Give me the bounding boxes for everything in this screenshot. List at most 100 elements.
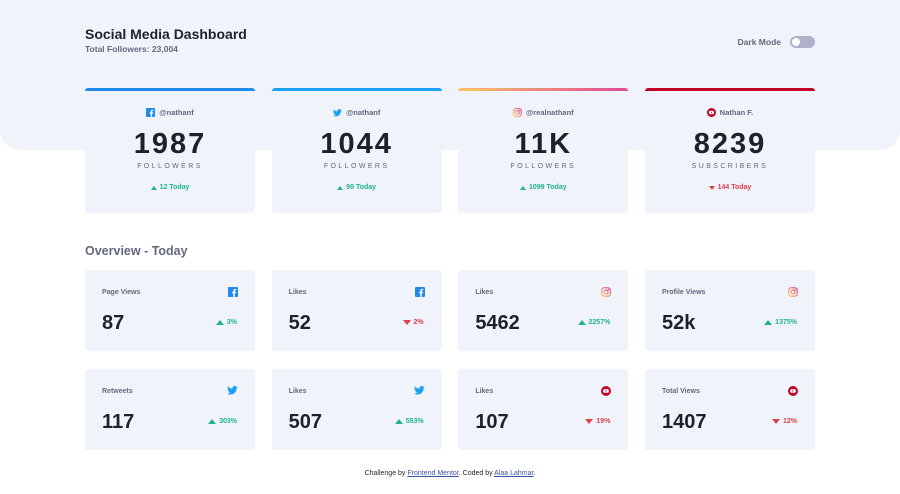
card-facebook[interactable]: @nathanf 1987 FOLLOWERS 12 Today (85, 88, 255, 213)
overview-card[interactable]: Likes 107 19% (458, 369, 629, 450)
overview-card[interactable]: Likes 507 553% (271, 369, 442, 450)
card-label: FOLLOWERS (323, 163, 390, 170)
card-accent-bar (271, 88, 442, 91)
switch-knob (792, 38, 800, 46)
arrow-down-icon (708, 185, 715, 190)
overview-change-text: 2257% (588, 319, 611, 326)
card-username: @nathanf (345, 108, 381, 117)
card-user: @realnathanf (458, 108, 628, 117)
overview-change: 3% (215, 319, 237, 326)
arrow-up-icon (577, 320, 586, 325)
overview-value: 52 (288, 312, 311, 334)
card-count: 1987 (133, 128, 207, 160)
overview-title: Overview - Today (85, 244, 188, 258)
arrow-up-icon (520, 185, 526, 190)
card-change: 1099 Today (458, 184, 628, 191)
card-instagram[interactable]: @realnathanf 11K FOLLOWERS 1099 Today (458, 88, 629, 213)
page-title: Social Media Dashboard (85, 26, 247, 42)
footer-middle: . Coded by (458, 470, 495, 477)
footer-prefix: Challenge by (364, 470, 408, 477)
overview-change-text: 3% (226, 319, 237, 326)
card-label: FOLLOWERS (137, 163, 203, 170)
facebook-icon (414, 287, 425, 297)
arrow-up-icon (208, 419, 217, 424)
overview-label: Retweets (102, 388, 133, 395)
card-label: FOLLOWERS (510, 163, 577, 170)
arrow-down-icon (402, 320, 411, 325)
arrow-down-icon (771, 419, 780, 424)
card-accent-bar (85, 88, 255, 91)
footer: Challenge by Frontend Mentor. Coded by A… (0, 470, 900, 477)
overview-label: Page Views (102, 289, 141, 296)
footer-suffix: . (533, 470, 536, 477)
card-label: SUBSCRIBERS (691, 163, 769, 170)
youtube-icon (601, 386, 612, 396)
card-user: Nathan F. (645, 108, 815, 117)
overview-grid: Page Views 87 3% Likes 52 2% Likes 5462 … (85, 270, 815, 450)
overview-card[interactable]: Likes 52 2% (271, 270, 442, 351)
card-youtube[interactable]: Nathan F. 8239 SUBSCRIBERS 144 Today (644, 88, 815, 213)
overview-change-text: 19% (596, 418, 611, 425)
overview-label: Total Views (661, 388, 700, 395)
card-count: 8239 (693, 128, 767, 160)
twitter-icon (227, 386, 238, 395)
twitter-icon (413, 386, 425, 395)
overview-card[interactable]: Retweets 117 303% (85, 369, 255, 450)
overview-label: Likes (475, 388, 494, 395)
arrow-up-icon (337, 185, 344, 190)
overview-change: 12% (771, 418, 797, 425)
card-accent-bar (458, 88, 629, 91)
card-user: @nathanf (85, 108, 255, 117)
dark-mode-toggle-group: Dark Mode (738, 36, 815, 48)
dark-mode-label: Dark Mode (737, 37, 781, 47)
youtube-icon (787, 386, 798, 396)
card-count: 1044 (320, 128, 393, 160)
dark-mode-switch[interactable] (790, 36, 815, 48)
card-change-text: 99 Today (346, 184, 377, 191)
total-followers: Total Followers: 23,004 (85, 44, 178, 54)
arrow-up-icon (764, 320, 773, 325)
card-change-text: 144 Today (717, 184, 752, 191)
card-change-text: 1099 Today (529, 184, 567, 191)
card-twitter[interactable]: @nathanf 1044 FOLLOWERS 99 Today (271, 88, 442, 213)
overview-change: 1375% (764, 319, 797, 326)
overview-value: 107 (475, 411, 509, 433)
overview-value: 507 (288, 411, 323, 433)
card-change-text: 12 Today (159, 184, 190, 191)
card-accent-bar (644, 88, 815, 91)
twitter-icon (332, 108, 342, 117)
page-header: Social Media Dashboard Total Followers: … (85, 26, 815, 66)
overview-card[interactable]: Likes 5462 2257% (458, 270, 629, 351)
frontend-mentor-link[interactable]: Frontend Mentor (407, 470, 459, 477)
overview-card[interactable]: Total Views 1407 12% (644, 369, 815, 450)
overview-label: Likes (288, 289, 307, 296)
card-username: @nathanf (159, 108, 194, 117)
facebook-icon (146, 108, 156, 117)
overview-value: 117 (102, 411, 135, 433)
arrow-up-icon (215, 320, 224, 325)
overview-change-text: 12% (782, 418, 797, 425)
overview-change-text: 303% (219, 418, 237, 425)
overview-change: 2% (402, 319, 424, 326)
overview-change: 2257% (577, 319, 611, 326)
arrow-up-icon (394, 419, 403, 424)
overview-card[interactable]: Profile Views 52k 1375% (644, 270, 815, 351)
instagram-icon (788, 287, 798, 297)
facebook-icon (228, 287, 238, 297)
instagram-icon (601, 287, 612, 297)
overview-value: 87 (102, 312, 125, 334)
overview-card[interactable]: Page Views 87 3% (85, 270, 255, 351)
card-change: 12 Today (85, 184, 255, 191)
overview-value: 1407 (661, 411, 707, 433)
overview-value: 5462 (475, 312, 520, 334)
overview-label: Likes (288, 388, 307, 395)
card-change: 144 Today (645, 184, 815, 191)
card-user: @nathanf (272, 108, 442, 117)
overview-change-text: 553% (405, 418, 424, 425)
card-count: 11K (514, 128, 573, 160)
follower-cards: @nathanf 1987 FOLLOWERS 12 Today @nathan… (85, 88, 815, 213)
overview-change: 553% (394, 418, 424, 425)
author-link[interactable]: Alaa Lahmar (494, 470, 534, 477)
overview-change: 303% (208, 418, 237, 425)
arrow-up-icon (150, 185, 157, 190)
